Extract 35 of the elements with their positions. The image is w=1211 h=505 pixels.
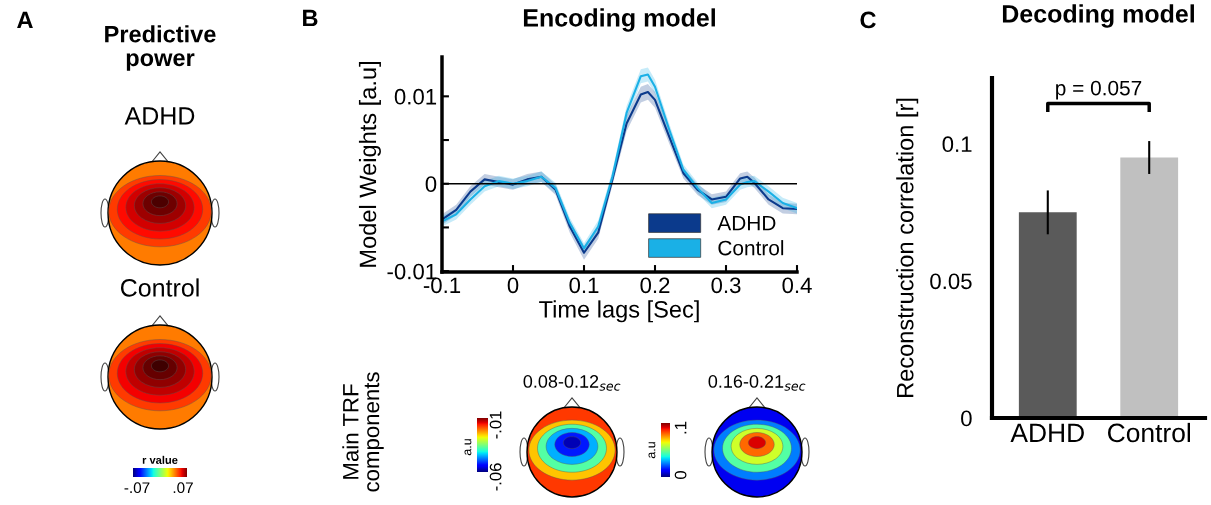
text: Predictive power <box>105 25 216 71</box>
text: -.06 <box>489 463 502 491</box>
text: C <box>860 11 876 29</box>
text: -.01 <box>489 411 502 439</box>
text: B <box>303 9 318 27</box>
x-tick-label: 0.4 <box>782 277 812 294</box>
y-tick-label: 0.01 <box>394 88 437 105</box>
chart-title: Decoding model <box>1002 4 1194 28</box>
x-axis-title: Time lags [Sec] <box>539 300 699 323</box>
text: .07 <box>173 482 193 494</box>
text: 0.08-0.12$_{sec}$ <box>523 375 621 391</box>
x-tick-label: 0.3 <box>711 277 741 294</box>
text: -.07 <box>124 482 150 494</box>
text: A <box>17 11 33 29</box>
y-tick-label: 0 <box>425 176 437 192</box>
text: 0 <box>674 471 687 479</box>
legend-label: ADHD <box>717 215 776 231</box>
text: a.u <box>464 439 472 456</box>
x-tick-label: 0 <box>507 277 519 294</box>
y-axis-title: Model Weights [a.u] <box>358 62 381 267</box>
y-tick-label: 0.1 <box>942 136 972 153</box>
text: a.u <box>648 442 656 459</box>
legend-label: Control <box>718 240 784 256</box>
text: .1 <box>674 421 687 434</box>
y-tick-label: 0.05 <box>930 273 972 290</box>
chart-title: Encoding model <box>523 8 715 32</box>
text: r value <box>142 455 178 464</box>
y-axis-title: Reconstruction correlation [r] <box>896 98 919 397</box>
text: Main TRF components <box>342 372 384 492</box>
x-tick-label: 0.2 <box>640 277 670 294</box>
x-tick-label: 0.1 <box>569 277 599 294</box>
text: 0.16-0.21$_{sec}$ <box>708 375 806 391</box>
text: ADHD <box>124 107 195 125</box>
annotation: p = 0.057 <box>1056 80 1142 100</box>
y-tick-label: 0 <box>961 410 972 427</box>
